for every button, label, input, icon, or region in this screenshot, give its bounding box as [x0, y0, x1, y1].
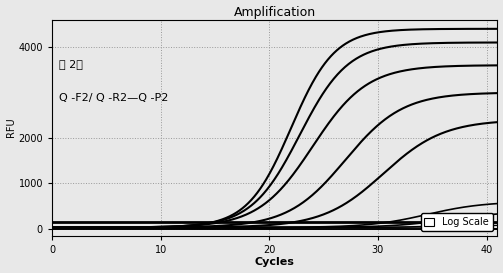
- Title: Amplification: Amplification: [234, 5, 316, 19]
- Text: Q -F2/ Q -R2—Q -P2: Q -F2/ Q -R2—Q -P2: [59, 93, 168, 103]
- Legend: Log Scale: Log Scale: [421, 213, 492, 231]
- X-axis label: Cycles: Cycles: [255, 257, 295, 268]
- Y-axis label: RFU: RFU: [6, 118, 16, 138]
- Text: 组 2：: 组 2：: [59, 59, 82, 69]
